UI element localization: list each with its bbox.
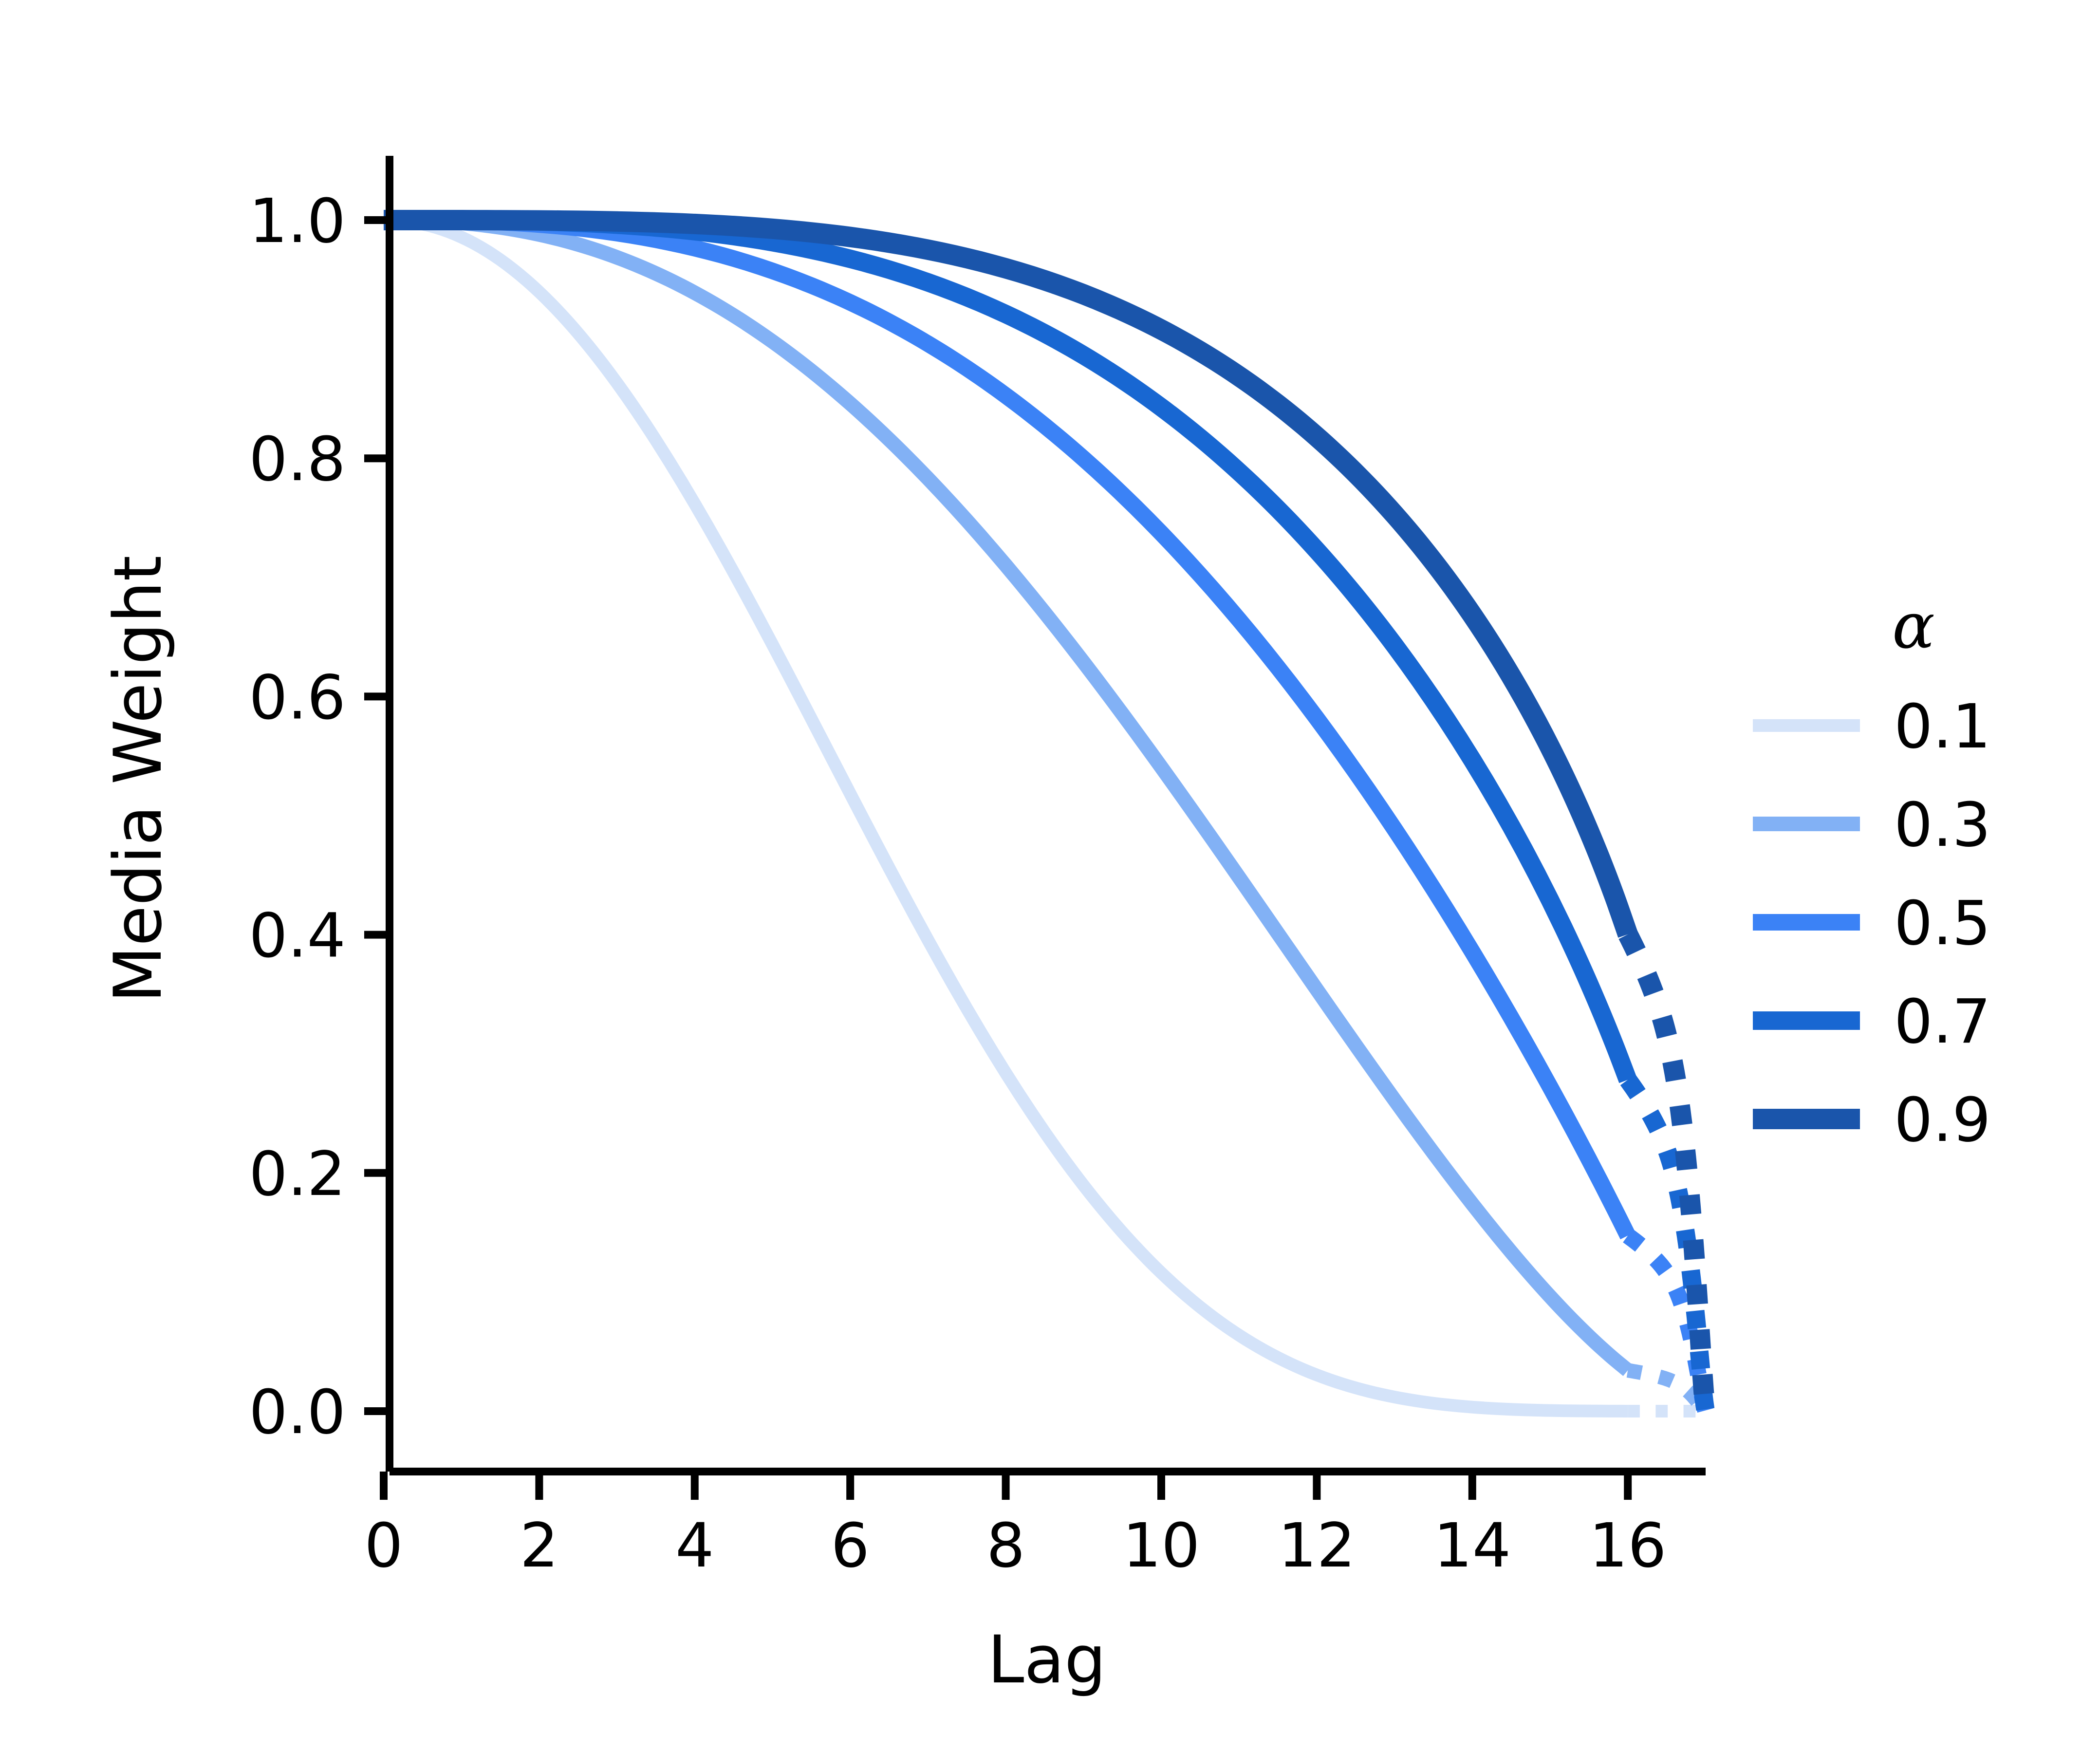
y-tick-label: 1.0 xyxy=(249,186,346,257)
legend-label-0_9[interactable]: 0.9 xyxy=(1894,1085,1991,1156)
x-tick-label: 2 xyxy=(520,1511,559,1581)
legend-label-0_1[interactable]: 0.1 xyxy=(1894,691,1991,762)
x-tick-label: 4 xyxy=(675,1511,714,1581)
legend-title: α xyxy=(1892,589,1935,663)
y-tick-label: 0.2 xyxy=(249,1139,346,1210)
x-tick-label: 12 xyxy=(1278,1511,1356,1581)
series-tail-0_3 xyxy=(1622,1363,1711,1417)
series-group xyxy=(383,210,1716,1417)
y-tick-label: 0.6 xyxy=(249,662,346,733)
legend-label-0_7[interactable]: 0.7 xyxy=(1894,987,1991,1057)
x-tick-label: 8 xyxy=(986,1511,1025,1581)
x-tick-labels: 0 2 4 6 8 10 12 14 16 xyxy=(364,1511,1666,1581)
x-tick-label: 16 xyxy=(1589,1511,1667,1581)
x-tick-label: 6 xyxy=(831,1511,870,1581)
legend-label-0_3[interactable]: 0.3 xyxy=(1894,790,1991,860)
series-tail-0_9 xyxy=(1618,928,1716,1413)
y-axis-title: Media Weight xyxy=(100,556,176,1003)
ticks-group xyxy=(364,216,1632,1500)
axes-group xyxy=(386,156,1706,1475)
y-tick-labels: 0.0 0.2 0.4 0.6 0.8 1.0 xyxy=(249,186,346,1448)
series-line-0_3 xyxy=(383,213,1633,1376)
series-line-0_9 xyxy=(384,210,1638,938)
x-axis-title: Lag xyxy=(987,1622,1106,1698)
series-line-0_1 xyxy=(383,214,1628,1417)
x-tick-label: 0 xyxy=(364,1511,403,1581)
x-tick-label: 10 xyxy=(1122,1511,1200,1581)
x-tick-label: 14 xyxy=(1433,1511,1511,1581)
y-tick-label: 0.4 xyxy=(249,901,346,971)
legend: α 0.1 0.3 0.5 0.7 0.9 xyxy=(1753,589,1991,1156)
legend-label-0_5[interactable]: 0.5 xyxy=(1894,888,1991,959)
y-tick-label: 0.8 xyxy=(249,424,346,495)
y-tick-label: 0.0 xyxy=(249,1377,346,1448)
